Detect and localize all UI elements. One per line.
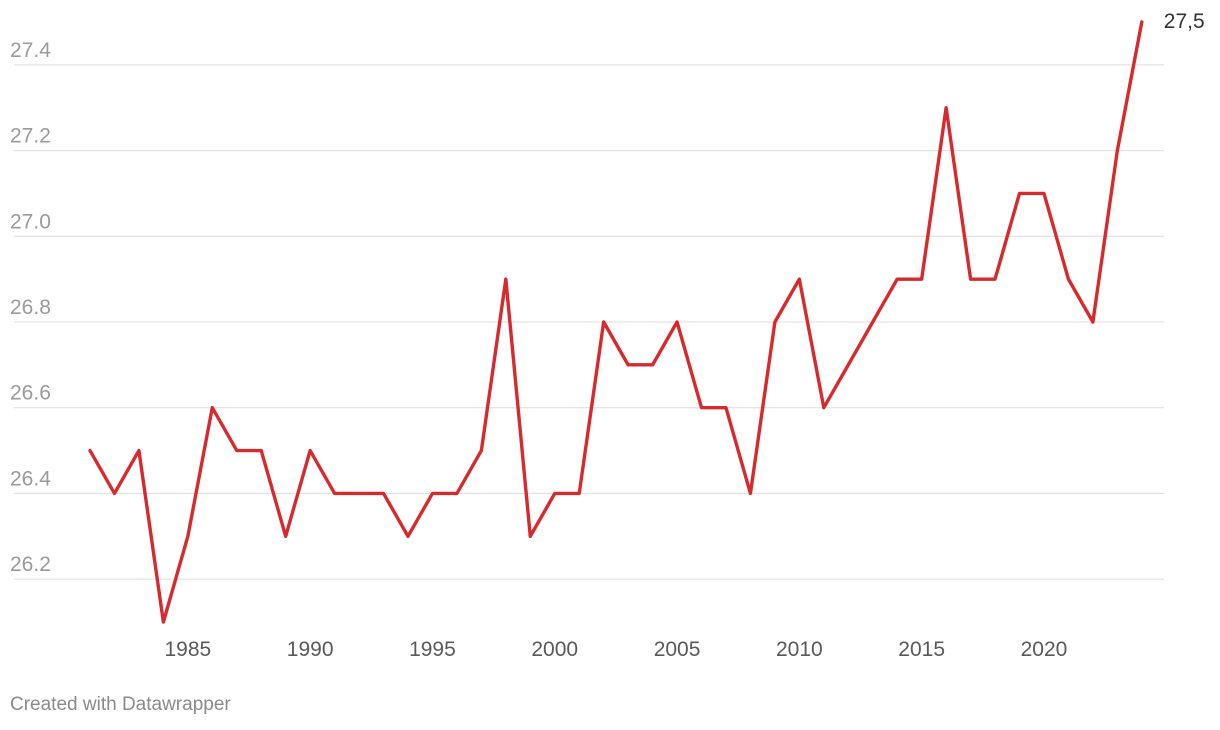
- x-tick-label: 2005: [654, 638, 701, 661]
- y-tick-label: 26.4: [10, 467, 51, 490]
- series-group: [88, 20, 1144, 624]
- end-value-label: 27,5: [1164, 10, 1205, 33]
- y-tick-label: 26.2: [10, 553, 51, 576]
- gridlines: [14, 64, 1164, 580]
- credit-text: Created with Datawrapper: [10, 694, 231, 715]
- y-tick-label: 26.6: [10, 382, 51, 405]
- x-tick-label: 1995: [409, 638, 456, 661]
- x-axis-ticks: 1985 1990 1995 2000 2005 2010 2015 2020: [164, 638, 1067, 661]
- y-tick-label: 27.4: [10, 39, 51, 62]
- y-tick-label: 27.0: [10, 210, 51, 233]
- y-tick-label: 27.2: [10, 125, 51, 148]
- series-line: [88, 20, 1144, 624]
- x-tick-label: 1990: [287, 638, 334, 661]
- x-tick-label: 2000: [531, 638, 578, 661]
- y-axis-ticks: 26.2 26.4 26.6 26.8 27.0 27.2 27.4: [10, 39, 51, 576]
- x-tick-label: 1985: [164, 638, 211, 661]
- x-tick-label: 2020: [1021, 638, 1068, 661]
- x-tick-label: 2015: [898, 638, 945, 661]
- y-tick-label: 26.8: [10, 296, 51, 319]
- x-tick-label: 2010: [776, 638, 823, 661]
- data-labels: 27,5: [1164, 10, 1205, 33]
